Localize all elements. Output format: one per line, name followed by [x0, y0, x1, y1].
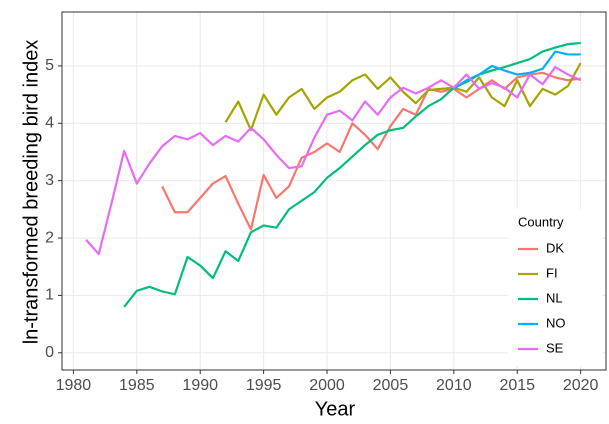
legend-title: Country	[518, 214, 564, 229]
x-tick-label: 1980	[56, 377, 92, 394]
series-line	[123, 41, 581, 308]
y-tick-label: 0	[45, 344, 54, 361]
y-axis-title: ln-transformed breeding bird index	[20, 40, 42, 345]
y-tick-label: 4	[45, 115, 54, 132]
y-tick-label: 1	[45, 287, 54, 304]
y-tick-label: 5	[45, 57, 54, 74]
y-tick-label: 2	[45, 229, 54, 246]
x-tick-label: 2005	[373, 377, 409, 394]
legend-label: FI	[546, 265, 558, 280]
x-tick-label: 2000	[309, 377, 345, 394]
y-tick-label: 3	[45, 172, 54, 189]
x-tick-label: 2020	[563, 377, 599, 394]
x-tick-label: 1985	[119, 377, 155, 394]
x-axis-title: Year	[315, 398, 356, 420]
series-line	[85, 65, 582, 256]
x-tick-label: 2010	[436, 377, 472, 394]
legend-label: NL	[546, 290, 563, 305]
x-tick-label: 1990	[182, 377, 218, 394]
legend-label: NO	[546, 315, 566, 330]
series-line	[161, 71, 581, 231]
legend-label: DK	[546, 240, 564, 255]
legend: Country DK FI NL NO SE	[508, 209, 602, 366]
legend-label: SE	[546, 340, 564, 355]
x-tick-label: 2015	[499, 377, 535, 394]
panel-border	[61, 11, 607, 371]
x-tick-label: 1995	[246, 377, 282, 394]
legend-box	[508, 209, 602, 366]
series-line	[453, 50, 581, 90]
